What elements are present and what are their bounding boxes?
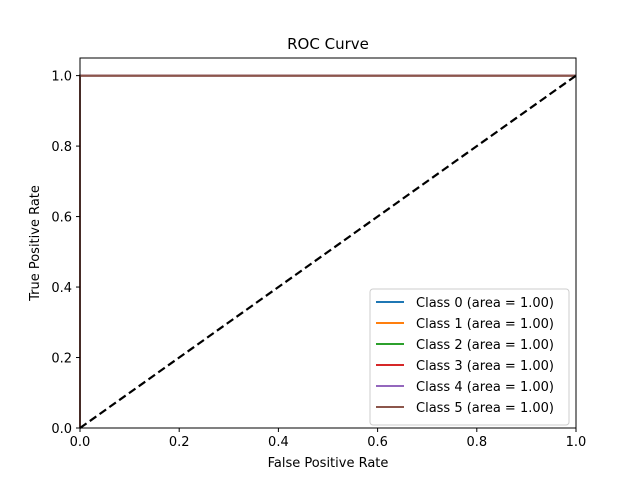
x-axis-label: False Positive Rate xyxy=(268,456,389,471)
reference-diagonal-line xyxy=(79,74,577,429)
legend-label-class-4: Class 4 (area = 1.00) xyxy=(416,380,554,395)
legend-box xyxy=(369,288,570,426)
y-tick-label: 0.8 xyxy=(51,140,72,155)
x-tick-label: 0.0 xyxy=(70,435,91,450)
legend-label-class-2: Class 2 (area = 1.00) xyxy=(416,338,554,353)
legend: Class 0 (area = 1.00) Class 1 (area = 1.0… xyxy=(369,288,570,426)
legend-label-class-1: Class 1 (area = 1.00) xyxy=(416,317,554,332)
x-tick-label: 1.0 xyxy=(566,435,587,450)
x-axis-ticks: 0.0 0.2 0.4 0.6 0.8 1.0 xyxy=(70,428,587,450)
y-axis-ticks: 0.0 0.2 0.4 0.6 0.8 1.0 xyxy=(51,70,80,437)
y-tick-label: 0.0 xyxy=(51,422,72,437)
y-tick-label: 0.6 xyxy=(51,211,72,226)
x-tick-label: 0.2 xyxy=(169,435,190,450)
chart-title: ROC Curve xyxy=(287,35,369,53)
y-tick-label: 0.4 xyxy=(51,281,72,296)
y-tick-label: 0.2 xyxy=(51,352,72,367)
plot-frame xyxy=(79,57,577,429)
y-axis-label: True Positive Rate xyxy=(28,185,43,302)
x-tick-label: 0.8 xyxy=(466,435,487,450)
legend-items: Class 0 (area = 1.00) Class 1 (area = 1.0… xyxy=(376,296,554,416)
plot-area xyxy=(79,57,577,429)
legend-label-class-0: Class 0 (area = 1.00) xyxy=(416,296,554,311)
x-tick-label: 0.4 xyxy=(268,435,289,450)
reference-layer xyxy=(79,74,577,429)
legend-label-class-3: Class 3 (area = 1.00) xyxy=(416,359,554,374)
x-tick-label: 0.6 xyxy=(367,435,388,450)
y-tick-label: 1.0 xyxy=(51,70,72,85)
legend-label-class-5: Class 5 (area = 1.00) xyxy=(416,401,554,416)
